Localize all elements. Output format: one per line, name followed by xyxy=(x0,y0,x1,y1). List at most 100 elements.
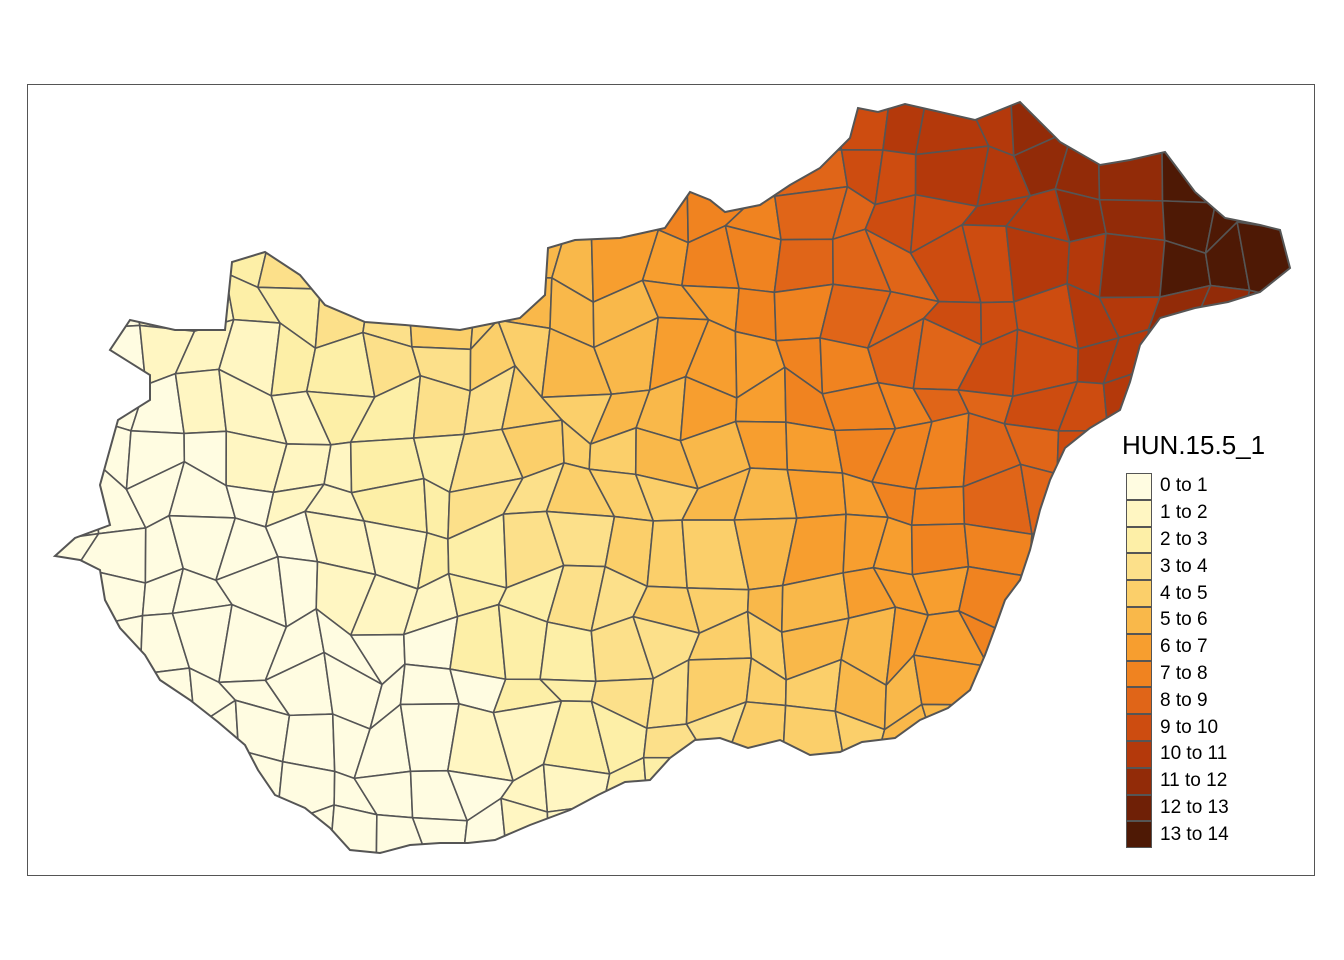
district-region xyxy=(84,202,132,240)
district-region xyxy=(741,802,795,853)
district-region xyxy=(837,796,873,853)
district-region xyxy=(408,285,477,351)
district-region xyxy=(769,102,843,152)
district-region xyxy=(55,722,97,755)
district-region xyxy=(55,328,81,390)
legend-label: 2 to 3 xyxy=(1160,528,1208,550)
legend-swatch xyxy=(1126,580,1152,607)
district-region xyxy=(909,812,977,853)
district-region xyxy=(914,102,990,156)
legend-label: 9 to 10 xyxy=(1160,716,1219,738)
district-region xyxy=(563,191,596,227)
district-region xyxy=(55,102,86,156)
district-region xyxy=(546,803,609,853)
district-region xyxy=(1056,470,1108,534)
district-region xyxy=(367,222,424,300)
district-region xyxy=(689,803,747,853)
legend-label: 0 to 1 xyxy=(1160,475,1208,497)
legend-label: 4 to 5 xyxy=(1160,582,1208,604)
district-region xyxy=(1062,614,1124,676)
district-region xyxy=(727,102,785,152)
legend-swatch xyxy=(1126,794,1152,822)
district-region xyxy=(134,269,196,332)
legend-entry: 2 to 3 xyxy=(1120,526,1320,554)
district-region xyxy=(272,194,321,242)
district-region xyxy=(119,102,192,149)
district-region xyxy=(1054,810,1127,853)
district-region xyxy=(1147,328,1207,370)
district-region xyxy=(228,102,262,152)
district-region xyxy=(1010,708,1075,767)
district-region xyxy=(258,102,323,152)
legend-swatch xyxy=(1126,526,1152,554)
district-region xyxy=(728,748,784,825)
district-region xyxy=(73,614,144,686)
legend-entries: 0 to 1 1 to 2 2 to 3 3 to 4 4 to 5 5 to 6 6 to… xyxy=(1120,473,1320,849)
district-region xyxy=(1144,102,1216,149)
district-region xyxy=(411,816,469,853)
district-region xyxy=(585,102,648,147)
district-region xyxy=(1026,805,1067,853)
district-region xyxy=(646,519,688,589)
legend-swatch xyxy=(1126,553,1152,581)
district-region xyxy=(466,198,504,250)
district-region xyxy=(1069,652,1129,730)
legend-label: 6 to 7 xyxy=(1160,636,1208,658)
district-region xyxy=(1097,102,1163,160)
legend-entry: 8 to 9 xyxy=(1120,687,1320,715)
district-region xyxy=(1161,141,1217,204)
district-region xyxy=(119,132,173,205)
legend-label: 5 to 6 xyxy=(1160,609,1208,631)
district-region xyxy=(174,227,234,274)
district-region xyxy=(463,139,513,204)
district-region xyxy=(1059,519,1118,581)
district-region xyxy=(1254,139,1290,185)
district-region xyxy=(119,223,177,297)
district-region xyxy=(75,324,147,386)
legend: HUN.15.5_1 0 to 1 1 to 2 2 to 3 3 to 4 4 to … xyxy=(1120,430,1320,849)
district-region xyxy=(55,804,102,853)
district-region xyxy=(647,803,705,853)
legend-swatch xyxy=(1126,473,1152,500)
district-region xyxy=(314,102,369,159)
district-region xyxy=(463,102,513,150)
district-region xyxy=(585,140,648,194)
district-region xyxy=(1192,102,1259,144)
district-region xyxy=(1254,102,1290,156)
legend-swatch xyxy=(1126,499,1152,527)
district-region xyxy=(93,705,149,765)
district-region xyxy=(449,603,507,681)
legend-label: 3 to 4 xyxy=(1160,555,1208,577)
legend-title: HUN.15.5_1 xyxy=(1122,430,1266,460)
district-region xyxy=(636,102,689,155)
legend-label: 7 to 8 xyxy=(1160,662,1208,684)
district-region xyxy=(259,138,321,199)
legend-entry: 1 to 2 xyxy=(1120,499,1320,527)
country-outline xyxy=(52,100,1292,855)
district-region xyxy=(314,138,375,206)
district-region xyxy=(55,557,78,631)
district-region xyxy=(170,180,234,239)
district-region xyxy=(212,196,282,239)
legend-entry: 7 to 8 xyxy=(1120,660,1320,688)
district-region xyxy=(682,125,752,203)
district-region xyxy=(495,201,569,250)
district-region xyxy=(55,604,77,686)
map-frame xyxy=(27,84,1315,876)
district-region xyxy=(119,762,189,819)
legend-label: 1 to 2 xyxy=(1160,502,1208,524)
legend-swatch xyxy=(1126,821,1152,849)
district-region xyxy=(403,129,469,201)
district-region xyxy=(81,752,129,807)
legend-swatch xyxy=(1126,633,1152,661)
district-region xyxy=(174,368,228,435)
district-region xyxy=(1213,139,1267,204)
district-region xyxy=(1098,232,1166,299)
district-region xyxy=(642,756,709,815)
district-region xyxy=(118,799,188,853)
district-region xyxy=(55,752,97,816)
district-region xyxy=(1097,147,1164,202)
district-region xyxy=(263,804,335,853)
district-region xyxy=(727,125,776,203)
district-region xyxy=(55,174,96,240)
